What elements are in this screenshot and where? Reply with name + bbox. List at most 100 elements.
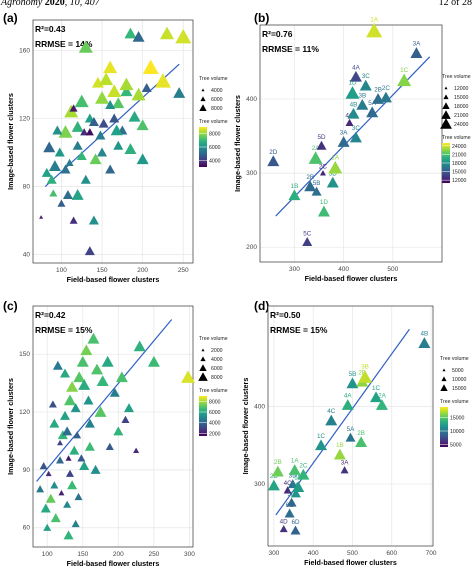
- data-point: [73, 431, 82, 439]
- data-point: [124, 27, 137, 39]
- data-point: [71, 519, 80, 528]
- data-point: [57, 199, 66, 207]
- size-legend-key: [200, 96, 206, 102]
- data-point: [50, 513, 61, 523]
- data-point: [65, 469, 74, 477]
- color-legend-label: 10000: [450, 429, 465, 435]
- x-tick-label: 250: [148, 551, 159, 558]
- data-point: [95, 130, 106, 140]
- data-point: [76, 355, 89, 367]
- data-point: [45, 470, 52, 477]
- y-tick-label: 80: [23, 184, 31, 191]
- data-point: [173, 87, 186, 98]
- point-label: 4A: [352, 64, 361, 71]
- data-point: [120, 85, 133, 97]
- data-point: [133, 447, 140, 453]
- data-point: [96, 375, 109, 386]
- point-label: 3A: [341, 460, 350, 467]
- point-label: 5A: [347, 426, 356, 433]
- size-legend-key: [444, 86, 448, 90]
- data-point: [91, 363, 103, 375]
- color-legend-label: 18000: [452, 161, 467, 167]
- data-point: [302, 237, 313, 247]
- data-point: [286, 497, 297, 507]
- data-point: [60, 164, 71, 174]
- x-tick-label: 400: [308, 550, 319, 557]
- data-point: [110, 124, 123, 136]
- color-legend-label: 6000: [209, 410, 221, 416]
- x-tick-label: 300: [289, 266, 300, 273]
- data-point: [39, 215, 44, 219]
- data-point: [57, 439, 64, 446]
- color-legend-title: Tree volume: [199, 119, 228, 125]
- data-point: [175, 28, 192, 44]
- y-axis-label: Image-based flower clusters: [241, 378, 250, 475]
- data-point: [71, 121, 84, 132]
- data-point: [366, 106, 379, 118]
- rrmse-label: RRMSE = 15%: [35, 325, 93, 335]
- data-point: [88, 215, 99, 225]
- size-legend-label: 8000: [211, 106, 223, 112]
- data-point: [267, 155, 280, 167]
- y-tick-label: 400: [246, 96, 257, 103]
- data-point: [84, 418, 95, 428]
- data-point: [87, 332, 100, 344]
- point-label: 2B: [358, 369, 366, 376]
- rrmse-label: RRMSE = 11%: [262, 44, 319, 54]
- point-label: 3A: [340, 130, 349, 137]
- data-point: [319, 170, 326, 176]
- data-point: [95, 91, 110, 104]
- color-legend-label: 8000: [209, 132, 221, 138]
- data-point: [94, 406, 107, 417]
- data-point: [65, 158, 74, 166]
- data-point: [271, 465, 284, 477]
- data-point: [84, 441, 95, 451]
- data-point: [141, 82, 152, 92]
- size-legend-label: 5000: [452, 368, 464, 374]
- data-point: [105, 164, 116, 174]
- data-point: [62, 190, 73, 200]
- x-axis-label: Field-based flower clusters: [304, 558, 397, 567]
- point-label: 3A: [413, 41, 422, 48]
- data-point: [349, 131, 362, 143]
- point-label: 1C: [400, 67, 409, 74]
- point-label: 3D: [329, 170, 338, 177]
- point-label: 2C: [319, 164, 328, 171]
- point-label: 2B: [274, 459, 282, 466]
- point-label: 2D: [269, 149, 278, 156]
- data-point: [103, 60, 118, 74]
- chart-panel-1: (a) 100 150 200 250 40 80 120 160 Field-based flo…: [3, 11, 228, 284]
- data-point: [90, 464, 101, 474]
- data-point: [63, 394, 76, 406]
- size-legend-key: [440, 384, 448, 391]
- color-legend-label: 21000: [452, 152, 467, 158]
- data-point: [74, 492, 83, 501]
- size-legend-label: 12000: [454, 86, 469, 92]
- data-point: [72, 140, 83, 150]
- rrmse-label: RRMSE = 14%: [35, 39, 93, 49]
- data-point: [83, 395, 94, 405]
- data-point: [58, 490, 65, 496]
- size-legend-label: 21000: [454, 113, 469, 119]
- x-tick-label: 150: [77, 551, 88, 558]
- size-legend-title: Tree volume: [440, 356, 469, 362]
- data-point: [115, 371, 128, 383]
- size-legend-label: 15000: [452, 386, 467, 392]
- data-point: [410, 47, 423, 58]
- color-bar: [199, 396, 207, 436]
- data-point: [43, 141, 56, 153]
- data-point: [49, 418, 60, 428]
- size-legend-title: Tree volume: [199, 76, 228, 82]
- point-label: 1C: [317, 433, 326, 440]
- panel-label: (a): [3, 11, 18, 25]
- y-tick-label: 60: [23, 525, 31, 532]
- data-point: [109, 387, 120, 397]
- size-legend-label: 24000: [454, 122, 469, 128]
- size-legend-key: [440, 118, 452, 129]
- x-tick-label: 400: [338, 266, 349, 273]
- plot-area: [33, 306, 193, 547]
- data-point: [69, 104, 78, 112]
- data-point: [78, 379, 91, 390]
- page-number: 12 of 28: [438, 0, 472, 8]
